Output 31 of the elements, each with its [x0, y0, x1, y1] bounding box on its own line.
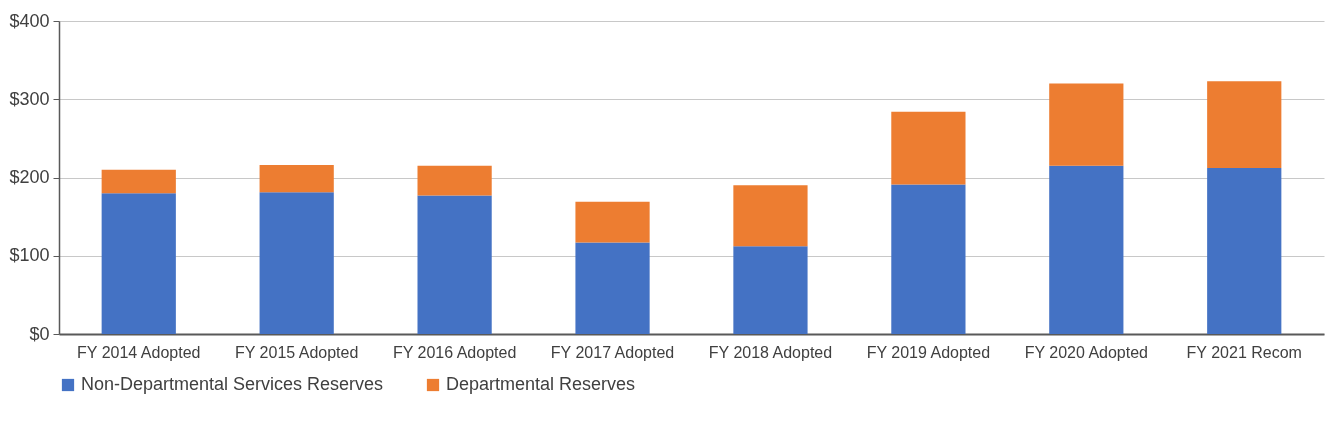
y-tick-label: $300 — [9, 88, 50, 109]
y-tick-label: $400 — [9, 10, 50, 31]
bar — [1207, 168, 1282, 334]
bar — [259, 192, 334, 334]
bar — [891, 111, 966, 185]
x-tick-label: FY 2014 Adopted — [77, 343, 201, 361]
bar — [575, 201, 650, 243]
y-tick-label: $200 — [9, 167, 50, 187]
bar — [101, 193, 176, 334]
x-tick-label: FY 2020 Adopted — [1024, 343, 1149, 361]
x-tick-label: FY 2016 Adopted — [392, 343, 517, 361]
x-tick-label: FY 2015 Adopted — [234, 343, 359, 361]
bar — [733, 185, 808, 247]
bar — [259, 164, 334, 193]
bar — [575, 242, 650, 334]
bar — [733, 246, 808, 334]
legend-label: Departmental Reserves — [446, 374, 636, 394]
x-tick-label: FY 2019 Adopted — [866, 343, 991, 361]
x-tick-label: FY 2018 Adopted — [708, 343, 833, 361]
bar — [101, 169, 176, 194]
y-tick-label: $0 — [29, 323, 50, 344]
bar — [417, 165, 492, 196]
bar — [1207, 81, 1282, 169]
bar — [1049, 83, 1124, 166]
bar — [891, 184, 966, 334]
bar — [1049, 165, 1124, 334]
y-tick-label: $100 — [9, 245, 50, 266]
bar — [417, 195, 492, 334]
x-tick-label: FY 2017 Adopted — [550, 343, 675, 361]
legend-label: Non-Departmental Services Reserves — [81, 374, 384, 394]
x-tick-label: FY 2021 Recom — [1186, 343, 1302, 361]
